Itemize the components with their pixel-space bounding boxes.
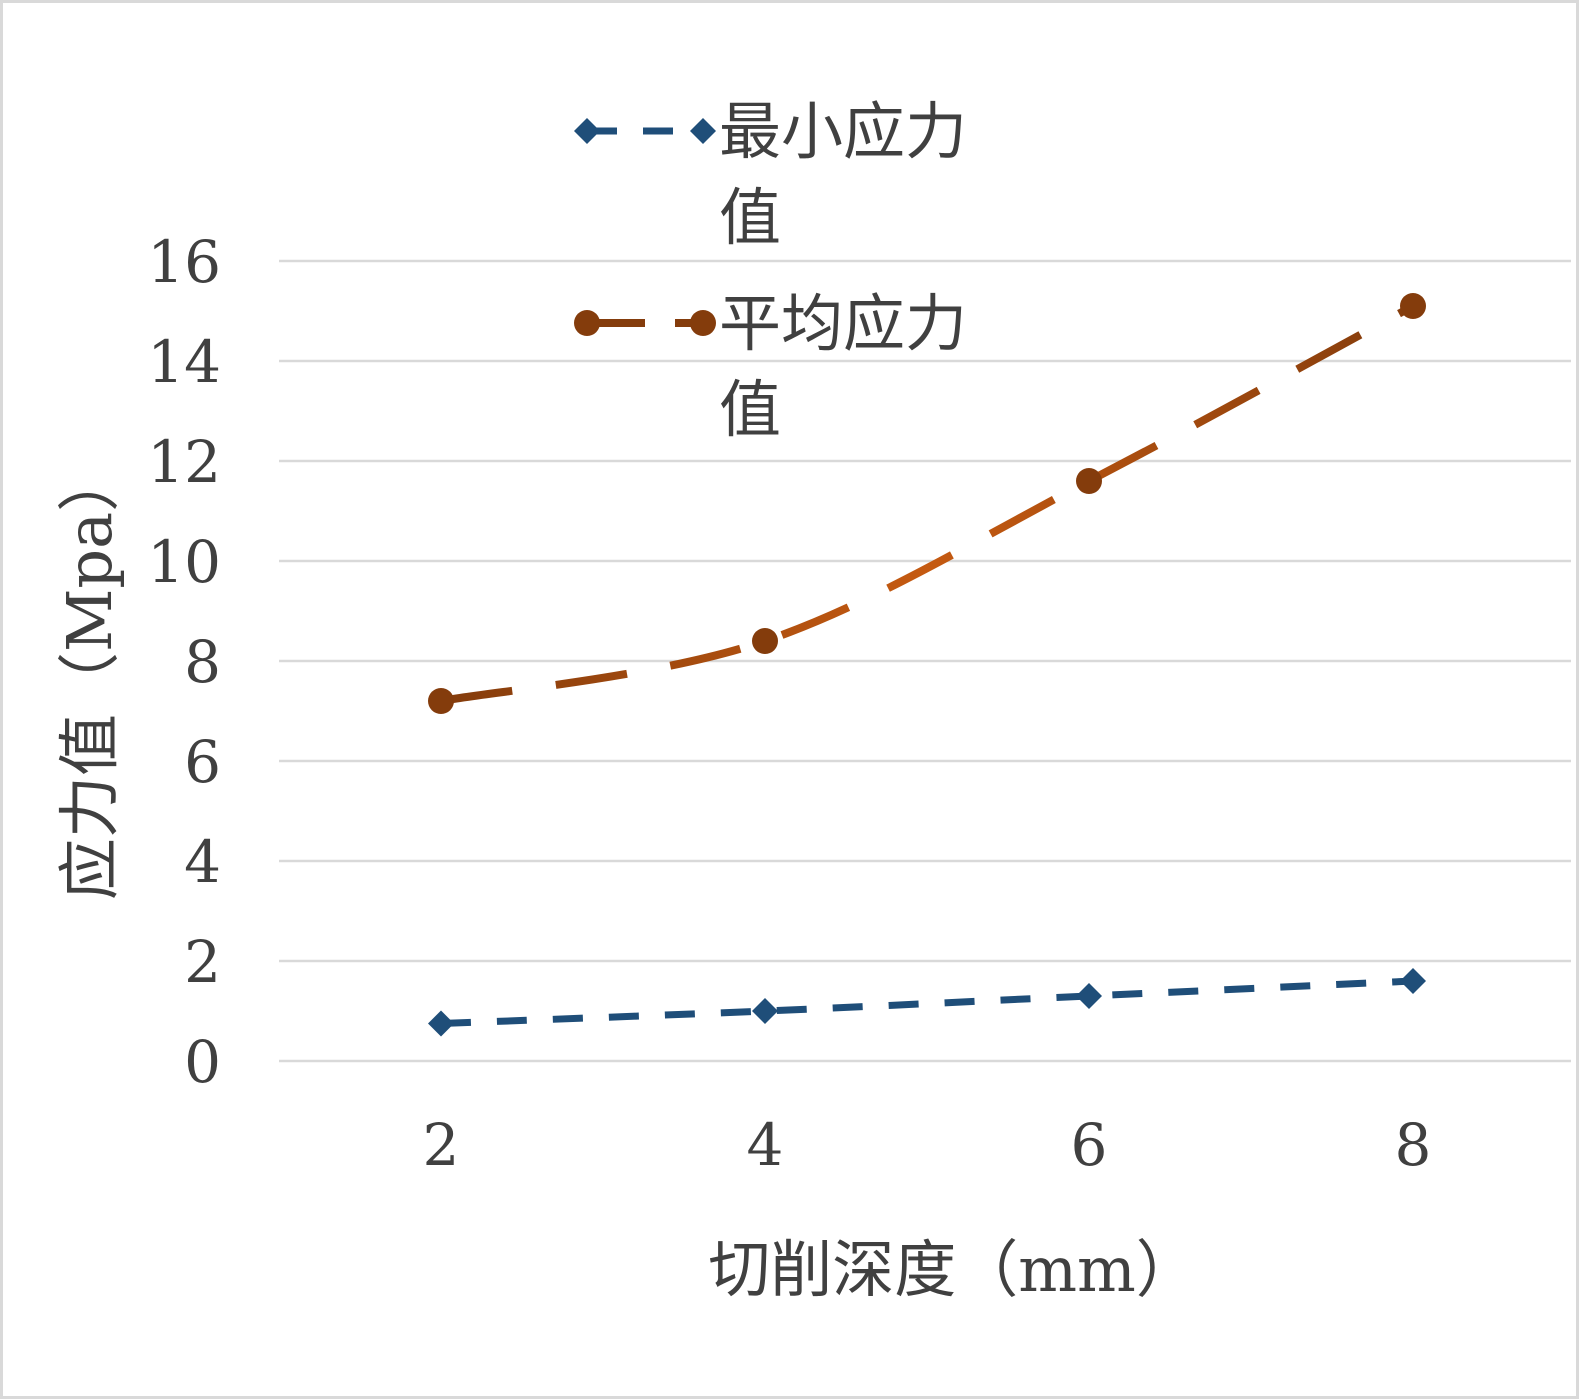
x-tick-label: 8 <box>1395 1111 1432 1179</box>
data-point-marker <box>752 628 778 654</box>
series-line <box>440 977 1414 1027</box>
data-point-marker <box>428 688 454 714</box>
data-point-marker <box>1076 468 1102 494</box>
legend-marker <box>690 310 716 336</box>
x-tick-label: 4 <box>747 1111 784 1179</box>
legend-marker <box>574 310 600 336</box>
gridlines <box>279 259 1571 1063</box>
data-point-marker <box>752 998 778 1024</box>
y-tick-label: 2 <box>184 928 221 996</box>
data-point-marker <box>428 1010 454 1037</box>
data-point-marker <box>1400 968 1426 994</box>
series-layer <box>428 293 1426 1037</box>
x-axis-ticks: 2 4 6 8 <box>423 1111 1432 1179</box>
y-tick-label: 16 <box>147 228 221 296</box>
data-point-marker <box>1400 293 1426 319</box>
legend-marker <box>690 118 716 144</box>
y-tick-label: 14 <box>147 328 221 396</box>
series-line <box>440 302 1415 705</box>
data-point-marker <box>1076 983 1102 1009</box>
y-axis-ticks: 0 2 4 6 8 10 12 14 16 <box>147 228 221 1096</box>
legend-label: 最小应力值 <box>719 95 967 254</box>
legend-item: 平均应力值 <box>574 287 967 446</box>
y-tick-label: 10 <box>147 528 221 596</box>
legend-item: 最小应力值 <box>574 95 967 254</box>
y-tick-label: 4 <box>184 828 221 896</box>
legend-marker <box>574 118 600 144</box>
y-tick-label: 8 <box>184 628 221 696</box>
x-tick-label: 6 <box>1071 1111 1108 1179</box>
x-axis-title: 切削深度（mm） <box>708 1233 1198 1306</box>
y-axis-title: 应力值（Mpa） <box>53 450 126 900</box>
series-average-stress <box>428 293 1426 714</box>
y-tick-label: 0 <box>184 1028 221 1096</box>
series-minimum-stress <box>428 968 1426 1037</box>
y-tick-label: 6 <box>184 728 221 796</box>
legend-label: 平均应力值 <box>719 287 967 446</box>
x-tick-label: 2 <box>423 1111 460 1179</box>
y-tick-label: 12 <box>147 428 221 496</box>
